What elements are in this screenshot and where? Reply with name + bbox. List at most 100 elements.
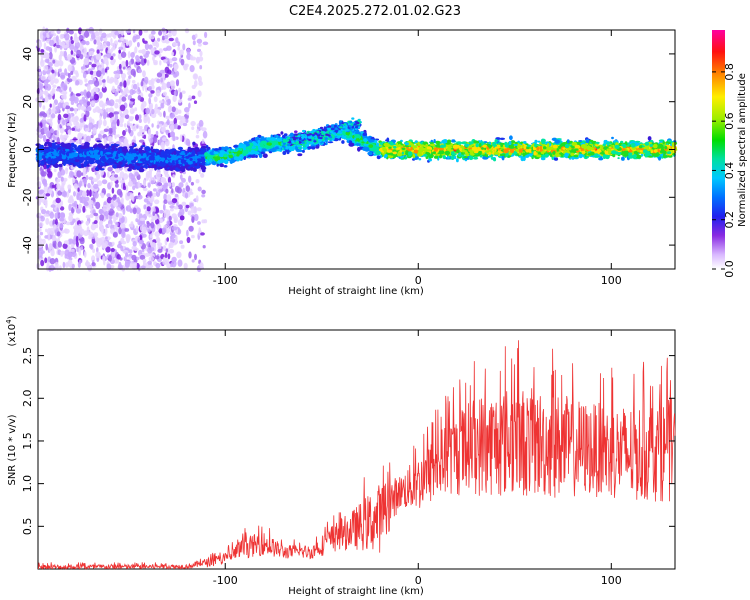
heatmap-cell — [57, 249, 62, 256]
heatmap-cell — [38, 71, 42, 76]
heatmap-cell — [80, 40, 87, 45]
heatmap-cell — [141, 48, 146, 55]
heatmap-cell — [150, 134, 154, 139]
heatmap-cell — [62, 119, 66, 126]
heatmap-cell — [60, 250, 65, 255]
heatmap-cell — [125, 59, 129, 67]
heatmap-cell — [181, 177, 186, 183]
heatmap-cell — [171, 29, 177, 37]
heatmap-cell — [40, 49, 45, 53]
heatmap-cell — [37, 217, 41, 222]
heatmap-cell — [147, 182, 151, 188]
heatmap-cell — [201, 189, 206, 195]
heatmap-cell — [37, 221, 44, 228]
heatmap-cell — [128, 40, 132, 47]
heatmap-cell — [188, 225, 194, 232]
heatmap-cell — [162, 137, 167, 142]
heatmap-cell — [50, 113, 56, 119]
heatmap-cell — [150, 221, 155, 229]
heatmap-cell — [192, 141, 196, 146]
heatmap-cell — [59, 212, 66, 220]
heatmap-cell — [93, 183, 99, 189]
heatmap-cell — [125, 29, 131, 34]
heatmap-cell — [117, 213, 123, 219]
heatmap-cell — [187, 97, 192, 101]
heatmap-cell — [111, 187, 115, 194]
heatmap-cell — [169, 105, 172, 113]
heatmap-cell — [128, 256, 131, 261]
heatmap-cell — [137, 95, 142, 101]
heatmap-cell — [173, 63, 179, 70]
heatmap-cell — [178, 182, 184, 188]
heatmap-cell — [121, 96, 127, 102]
heatmap-cell — [70, 100, 75, 106]
heatmap-cell — [621, 156, 625, 161]
heatmap-cell — [38, 247, 44, 251]
heatmap-cell — [194, 80, 198, 87]
heatmap-cell — [101, 179, 108, 185]
heatmap-cell — [456, 158, 459, 163]
heatmap-cell — [84, 30, 90, 38]
heatmap-cell — [100, 110, 104, 114]
heatmap-cell — [167, 176, 172, 184]
heatmap-cell — [158, 53, 162, 58]
heatmap-cell — [60, 229, 65, 234]
heatmap-cell — [180, 115, 186, 124]
heatmap-cell — [141, 248, 145, 253]
heatmap-cell — [169, 208, 174, 212]
heatmap-cell — [163, 110, 166, 118]
heatmap-cell — [112, 231, 118, 238]
heatmap-cell — [148, 93, 153, 98]
heatmap-cell — [142, 187, 148, 192]
heatmap-cell — [80, 245, 84, 251]
heatmap-cell — [62, 191, 67, 198]
heatmap-cell — [103, 56, 109, 64]
heatmap-cell — [86, 91, 91, 99]
heatmap-cell — [95, 251, 101, 259]
heatmap-cell — [120, 113, 125, 118]
heatmap-cell — [132, 207, 137, 215]
heatmap-cell — [143, 179, 147, 187]
heatmap-cell — [136, 82, 140, 87]
heatmap-cell — [137, 131, 142, 137]
heatmap-cell — [197, 43, 202, 47]
heatmap-cell — [177, 46, 181, 51]
heatmap-cell — [184, 28, 190, 34]
heatmap-cell — [80, 66, 85, 70]
heatmap-cell — [59, 223, 64, 229]
heatmap-cell — [138, 139, 145, 143]
heatmap-cell — [180, 58, 185, 66]
heatmap-cell — [120, 237, 125, 244]
heatmap-cell — [64, 262, 69, 268]
heatmap-cell — [183, 262, 188, 270]
heatmap-cell — [93, 93, 99, 101]
heatmap-cell — [62, 102, 66, 109]
heatmap-cell — [181, 201, 187, 206]
heatmap-cell — [70, 95, 76, 102]
heatmap-cell — [119, 88, 123, 93]
heatmap-cell — [134, 107, 138, 112]
heatmap-cell — [123, 138, 127, 146]
heatmap-cell — [142, 70, 146, 78]
heatmap-cell — [171, 51, 175, 56]
heatmap-cell — [54, 46, 57, 53]
heatmap-cell — [179, 215, 185, 221]
heatmap-cell — [44, 257, 48, 264]
heatmap-cell — [109, 128, 113, 135]
heatmap-cell — [140, 81, 144, 87]
heatmap-cell — [179, 240, 184, 245]
heatmap-cell — [106, 33, 110, 38]
heatmap-cell — [105, 236, 108, 240]
heatmap-cell — [152, 211, 156, 216]
heatmap-cell — [186, 229, 189, 237]
heatmap-cell — [79, 180, 83, 187]
heatmap-cell — [202, 41, 209, 46]
heatmap-cell — [92, 178, 98, 183]
heatmap-cell — [73, 70, 79, 75]
heatmap-cell — [118, 217, 125, 224]
heatmap-cell — [151, 123, 154, 128]
heatmap-cell — [156, 238, 161, 244]
heatmap-cell — [85, 40, 90, 46]
heatmap-cell — [98, 237, 102, 243]
